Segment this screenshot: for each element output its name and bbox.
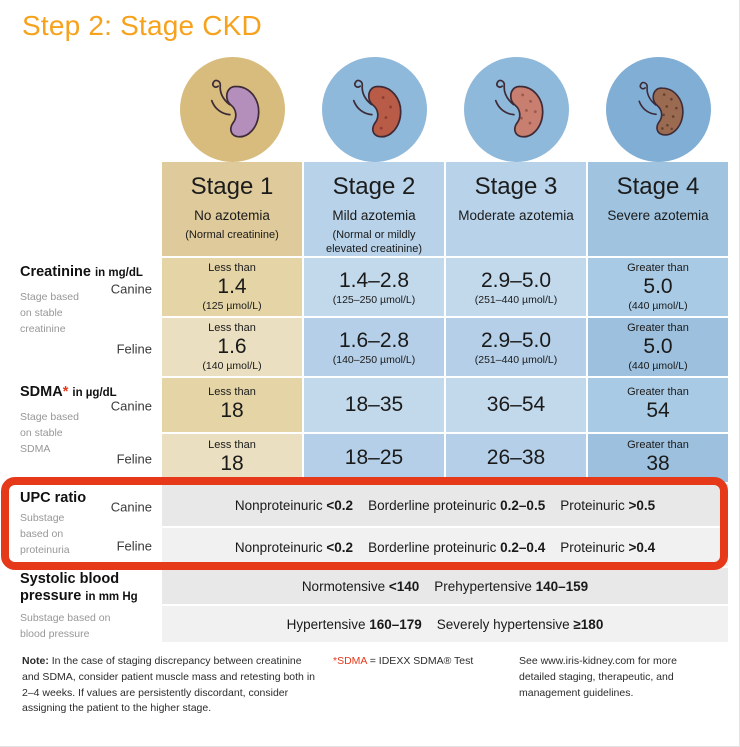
bp-basis: Substage based on blood pressure [20, 611, 111, 640]
stage1-note: (Normal creatinine) [185, 229, 279, 241]
upc-canine-nonproteinuric: Nonproteinuric <0.2 [234, 497, 354, 513]
sdma-canine-stage4-cell: Greater than 54 [588, 378, 728, 432]
stage1-header: Stage 1 No azotemia (Normal creatinine) [162, 162, 302, 256]
stage2-header: Stage 2 Mild azotemia (Normal or mildly … [304, 162, 444, 256]
sdma-basis: Stage based on stable SDMA [20, 411, 79, 455]
stage4-name: Stage 4 [616, 173, 700, 200]
upc-canine-borderline: Borderline proteinuric 0.2–0.5 [368, 497, 546, 513]
upc-feline-borderline: Borderline proteinuric 0.2–0.4 [368, 539, 546, 555]
sdma-feline-stage3-cell: 26–38 [446, 434, 586, 482]
upc-canine-proteinuric: Proteinuric >0.5 [560, 497, 656, 513]
bp-normotensive: Normotensive <140 [301, 578, 420, 594]
footer-note: Note: In the case of staging discrepancy… [22, 655, 315, 715]
row-group-creatinine: Creatinine in mg/dL Stage based on stabl… [0, 258, 160, 376]
header-spacer [0, 162, 160, 256]
creatinine-feline-stage1-cell: Less than 1.6 (140 µmol/L) [162, 318, 302, 376]
upc-canine-row: Nonproteinuric <0.2 Borderline proteinur… [162, 484, 728, 526]
footer-website-note: See www.iris-kidney.com for more detaile… [519, 655, 677, 699]
creatinine-feline-stage2-cell: 1.6–2.8 (140–250 µmol/L) [304, 318, 444, 376]
stage2-subtitle: Mild azotemia [332, 208, 416, 223]
footer-sdma-note: *SDMA = IDEXX SDMA® Test [333, 655, 474, 667]
creatinine-canine-stage3-cell: 2.9–5.0 (251–440 µmol/L) [446, 258, 586, 316]
creatinine-feline-stage3-cell: 2.9–5.0 (251–440 µmol/L) [446, 318, 586, 376]
creatinine-canine-stage2-cell: 1.4–2.8 (125–250 µmol/L) [304, 258, 444, 316]
bp-prehypertensive: Prehypertensive 140–159 [434, 578, 589, 594]
sdma-feline-stage4-cell: Greater than 38 [588, 434, 728, 482]
sdma-feline-stage1-cell: Less than 18 [162, 434, 302, 482]
row-group-upc: UPC ratio Substage based on proteinuria … [0, 484, 160, 566]
stage3-header: Stage 3 Moderate azotemia [446, 162, 586, 256]
sdma-feline-stage2-cell: 18–25 [304, 434, 444, 482]
creatinine-feline-label: Feline [116, 341, 152, 357]
sdma-canine-stage2-cell: 18–35 [304, 378, 444, 432]
stage1-name: Stage 1 [190, 173, 274, 200]
sdma-feline-label: Feline [116, 451, 152, 467]
stage1-subtitle: No azotemia [194, 208, 270, 223]
bp-label: Systolic blood pressure in mm Hg [20, 571, 138, 605]
kidney-icon-stage4 [606, 57, 711, 162]
creatinine-label: Creatinine in mg/dL [20, 264, 143, 280]
sdma-label: SDMA* in µg/dL [20, 384, 117, 400]
sdma-canine-stage3-cell: 36–54 [446, 378, 586, 432]
row-group-sdma: SDMA* in µg/dL Stage based on stable SDM… [0, 378, 160, 482]
row-group-bp: Systolic blood pressure in mm Hg Substag… [0, 568, 160, 642]
stage3-subtitle: Moderate azotemia [458, 208, 574, 223]
upc-basis: Substage based on proteinuria [20, 512, 70, 556]
stage2-note: (Normal or mildly elevated creatinine) [325, 229, 422, 255]
bp-hypertensive: Hypertensive 160–179 [286, 616, 422, 632]
staging-table: Stage 1 No azotemia (Normal creatinine) … [0, 162, 728, 642]
upc-feline-proteinuric: Proteinuric >0.4 [560, 539, 656, 555]
bp-row-2: Hypertensive 160–179 Severely hypertensi… [162, 606, 728, 642]
sdma-canine-stage1-cell: Less than 18 [162, 378, 302, 432]
upc-feline-row: Nonproteinuric <0.2 Borderline proteinur… [162, 528, 728, 566]
creatinine-feline-stage4-cell: Greater than 5.0 (440 µmol/L) [588, 318, 728, 376]
bp-severely-hypertensive: Severely hypertensive ≥180 [436, 616, 604, 632]
upc-label: UPC ratio [20, 490, 87, 506]
kidney-icon-stage1 [180, 57, 285, 162]
upc-feline-label: Feline [116, 538, 152, 554]
sdma-canine-label: Canine [110, 398, 152, 414]
upc-feline-nonproteinuric: Nonproteinuric <0.2 [234, 539, 354, 555]
bp-row-1: Normotensive <140 Prehypertensive 140–15… [162, 568, 728, 604]
page-title: Step 2: Stage CKD [22, 10, 262, 41]
creatinine-canine-stage1-cell: Less than 1.4 (125 µmol/L) [162, 258, 302, 316]
stage3-name: Stage 3 [474, 173, 558, 200]
creatinine-canine-label: Canine [110, 281, 152, 297]
kidney-icon-stage3 [464, 57, 569, 162]
upc-canine-label: Canine [110, 499, 152, 515]
creatinine-basis: Stage based on stable creatinine [20, 291, 79, 335]
stage4-header: Stage 4 Severe azotemia [588, 162, 728, 256]
kidney-icon-stage2 [322, 57, 427, 162]
stage2-name: Stage 2 [332, 173, 416, 200]
stage4-subtitle: Severe azotemia [607, 208, 709, 223]
creatinine-canine-stage4-cell: Greater than 5.0 (440 µmol/L) [588, 258, 728, 316]
